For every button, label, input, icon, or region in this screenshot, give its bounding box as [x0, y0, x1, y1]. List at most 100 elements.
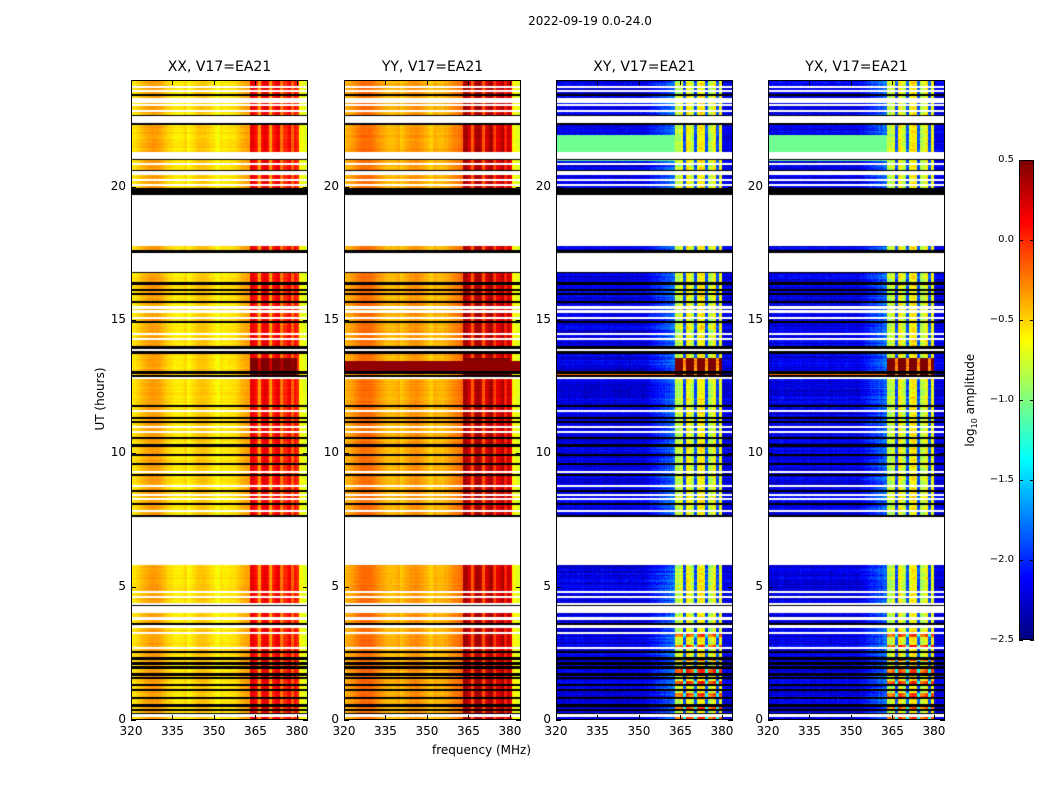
x-tick-label: 365: [244, 724, 267, 738]
x-tick-mark: [426, 80, 428, 85]
y-tick-mark: [728, 720, 733, 721]
y-tick-mark: [516, 453, 521, 455]
x-tick-mark: [296, 80, 298, 85]
x-tick-mark: [638, 715, 640, 720]
x-tick-mark: [426, 715, 428, 720]
y-tick-mark: [303, 320, 308, 321]
x-tick-label: 380: [710, 724, 734, 738]
y-tick-mark: [131, 453, 136, 455]
x-tick-mark: [768, 80, 769, 85]
y-tick-label: 20: [535, 178, 551, 193]
x-tick-mark: [680, 715, 682, 720]
x-tick-mark: [892, 715, 894, 720]
y-tick-mark: [516, 320, 521, 321]
x-tick-label: 365: [457, 724, 480, 738]
colorbar-tick-label: −1.0: [989, 394, 1014, 405]
y-tick-mark: [768, 453, 773, 455]
x-tick-mark: [892, 80, 894, 85]
colorbar-tick-mark: [1030, 640, 1034, 641]
y-tick-mark: [303, 186, 308, 188]
colorbar-tick-mark: [1019, 320, 1023, 321]
waterfall-image-yx: [769, 81, 944, 719]
y-tick-label: 20: [747, 178, 763, 193]
x-tick-mark: [556, 80, 557, 85]
x-tick-label: 380: [498, 724, 522, 738]
x-tick-mark: [680, 80, 682, 85]
panel-title-yy: YY, V17=EA21: [381, 59, 484, 75]
colorbar-tick-mark: [1030, 160, 1034, 161]
y-tick-label: 0: [331, 712, 339, 726]
x-tick-label: 335: [161, 724, 184, 738]
y-tick-label: 15: [323, 312, 339, 326]
colorbar-tick-label: −0.5: [989, 314, 1014, 325]
x-tick-mark: [344, 715, 345, 720]
x-tick-mark: [933, 715, 935, 720]
y-tick-mark: [303, 453, 308, 455]
y-tick-mark: [344, 720, 349, 721]
colorbar-tick-label: 0.5: [998, 154, 1014, 165]
y-tick-mark: [556, 453, 561, 455]
waterfall-panel-yy: [344, 80, 521, 720]
x-tick-mark: [255, 80, 257, 85]
y-tick-label: 10: [323, 445, 339, 460]
y-tick-label: 10: [535, 445, 551, 460]
y-tick-mark: [303, 720, 308, 721]
x-tick-mark: [509, 715, 511, 720]
x-tick-label: 365: [881, 724, 904, 738]
x-tick-mark: [556, 715, 557, 720]
colorbar-tick-mark: [1019, 560, 1023, 561]
x-tick-label: 380: [285, 724, 309, 738]
y-tick-label: 5: [755, 578, 763, 593]
y-tick-mark: [728, 186, 733, 188]
y-axis-title: UT (hours): [93, 367, 107, 431]
x-tick-mark: [850, 80, 852, 85]
colorbar-tick-label: 0.0: [998, 234, 1014, 245]
x-tick-label: 350: [415, 724, 439, 738]
colorbar-tick-mark: [1019, 480, 1023, 481]
colorbar-tick-mark: [1019, 160, 1023, 161]
colorbar-label: log10 amplitude: [962, 353, 980, 447]
y-tick-mark: [728, 586, 733, 588]
y-tick-label: 5: [331, 578, 339, 593]
y-tick-mark: [344, 320, 349, 321]
y-tick-mark: [556, 320, 561, 321]
y-tick-mark: [728, 320, 733, 321]
x-tick-label: 365: [669, 724, 692, 738]
y-tick-label: 15: [747, 312, 763, 326]
waterfall-image-yy: [345, 81, 520, 719]
colorbar-tick-mark: [1030, 480, 1034, 481]
y-tick-label: 0: [543, 712, 551, 726]
y-tick-label: 5: [543, 578, 551, 593]
y-tick-label: 10: [747, 445, 763, 460]
waterfall-panel-yx: [768, 80, 945, 720]
y-tick-mark: [516, 186, 521, 188]
y-tick-mark: [556, 186, 561, 188]
x-tick-mark: [172, 715, 174, 720]
colorbar-gradient: [1020, 161, 1033, 639]
figure-title: 2022-09-19 0.0-24.0: [528, 14, 652, 28]
colorbar-tick-mark: [1030, 560, 1034, 561]
colorbar-tick-mark: [1019, 240, 1023, 241]
x-tick-mark: [768, 715, 769, 720]
x-tick-mark: [385, 715, 387, 720]
x-tick-mark: [721, 80, 723, 85]
y-tick-mark: [131, 186, 136, 188]
y-tick-label: 5: [118, 578, 126, 593]
y-tick-mark: [344, 586, 349, 588]
x-tick-mark: [131, 80, 132, 85]
x-tick-mark: [809, 715, 811, 720]
x-tick-mark: [638, 80, 640, 85]
y-tick-mark: [303, 586, 308, 588]
x-tick-label: 335: [798, 724, 821, 738]
x-tick-mark: [597, 80, 599, 85]
y-tick-mark: [768, 320, 773, 321]
y-tick-mark: [131, 720, 136, 721]
y-tick-label: 20: [110, 178, 126, 193]
y-tick-mark: [131, 320, 136, 321]
x-tick-label: 380: [922, 724, 946, 738]
x-tick-mark: [255, 715, 257, 720]
x-tick-mark: [131, 715, 132, 720]
waterfall-panel-xy: [556, 80, 733, 720]
colorbar-tick-label: −1.5: [989, 474, 1014, 485]
colorbar-tick-mark: [1030, 400, 1034, 401]
